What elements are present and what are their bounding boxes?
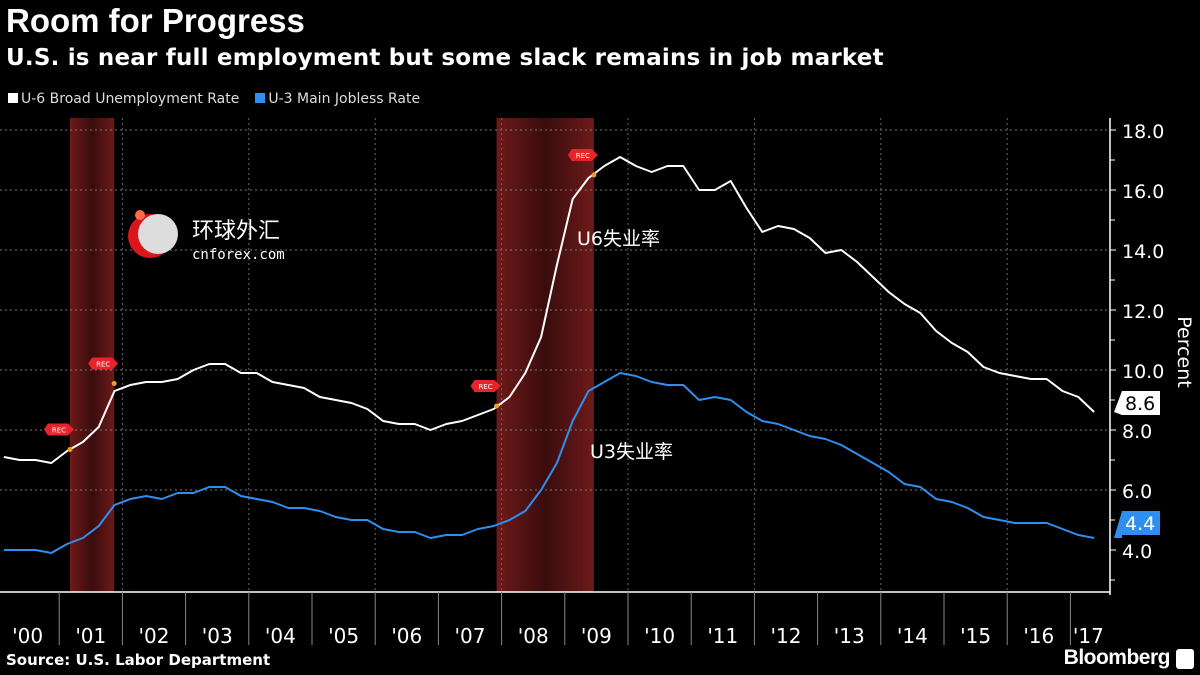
- x-tick-label: '00: [12, 624, 43, 648]
- x-tick-label: '07: [455, 624, 486, 648]
- y-tick-label: 18.0: [1122, 121, 1164, 143]
- last-value-label: 8.6: [1125, 393, 1155, 415]
- y-tick-label: 16.0: [1122, 181, 1164, 203]
- y-tick-label: 12.0: [1122, 301, 1164, 323]
- x-tick-label: '01: [75, 624, 106, 648]
- marker-dot: [111, 381, 117, 386]
- rec-tag: [567, 149, 598, 161]
- x-tick-label: '10: [644, 624, 675, 648]
- x-tick-label: '16: [1023, 624, 1054, 648]
- x-tick-label: '09: [581, 624, 612, 648]
- recession-band: [69, 118, 115, 592]
- legend-swatch-u6: [8, 93, 18, 103]
- y-tick-label: 8.0: [1122, 421, 1152, 443]
- rec-tag: [470, 380, 501, 392]
- rec-tag: [43, 423, 74, 436]
- annotation-u3: U3失业率: [590, 441, 673, 463]
- x-tick-label: '13: [834, 624, 865, 648]
- legend-item-u6: U-6 Broad Unemployment Rate: [8, 91, 239, 107]
- y-tick-label: 6.0: [1122, 481, 1152, 503]
- x-tick-label: '15: [960, 624, 991, 648]
- y-tick-label: 10.0: [1122, 361, 1164, 383]
- watermark-logo: 环球外汇 cnforex.com: [128, 210, 285, 263]
- marker-dot: [591, 172, 597, 178]
- x-tick-label: '14: [897, 624, 928, 648]
- rec-tag-label: REC: [478, 383, 492, 391]
- watermark-chinese: 环球外汇: [192, 219, 280, 244]
- chart-subtitle: U.S. is near full employment but some sl…: [6, 45, 884, 71]
- recession-marker: REC: [470, 380, 501, 409]
- bloomberg-logo: Bloomberg: [1063, 646, 1171, 669]
- legend-swatch-u3: [255, 93, 266, 103]
- rec-tag-label: REC: [96, 361, 110, 369]
- bloomberg-icon: [1176, 649, 1194, 669]
- x-tick-label: '17: [1073, 624, 1104, 648]
- last-value-badge-u6: 8.6: [1114, 391, 1160, 415]
- x-tick-label: '02: [139, 624, 170, 648]
- legend-label-u3: U-3 Main Jobless Rate: [268, 91, 421, 107]
- y-tick-label: 14.0: [1122, 241, 1164, 263]
- legend-label-u6: U-6 Broad Unemployment Rate: [21, 91, 240, 107]
- y-tick-label: 4.0: [1122, 541, 1152, 563]
- watermark-latin: cnforex.com: [192, 247, 285, 263]
- legend-item-u3: U-3 Main Jobless Rate: [255, 91, 420, 107]
- chart-title: Room for Progress: [6, 2, 305, 39]
- x-tick-label: '08: [518, 624, 549, 648]
- last-value-label: 4.4: [1125, 513, 1155, 535]
- series-line-u6: [3, 156, 1095, 464]
- x-tick-label: '11: [707, 624, 738, 648]
- marker-dot: [494, 403, 500, 409]
- series-line-u3: [3, 372, 1095, 554]
- recession-marker: REC: [88, 357, 119, 386]
- x-tick-label: '04: [265, 624, 296, 648]
- x-tick-label: '03: [202, 624, 233, 648]
- rec-tag-label: REC: [576, 152, 590, 160]
- recession-marker: REC: [43, 423, 74, 452]
- rec-tag-label: REC: [52, 427, 66, 435]
- x-tick-label: '12: [771, 624, 802, 648]
- recession-band: [496, 118, 594, 592]
- source-note: Source: U.S. Labor Department: [6, 651, 271, 669]
- legend: U-6 Broad Unemployment Rate U-3 Main Job…: [8, 91, 420, 107]
- badge-shape: [1114, 391, 1160, 415]
- rec-tag: [88, 357, 119, 370]
- badge-shape: [1114, 511, 1160, 538]
- annotation-u6: U6失业率: [577, 228, 660, 250]
- x-tick-label: '05: [328, 624, 359, 648]
- marker-dot: [67, 447, 73, 452]
- y-axis-label: Percent: [1173, 316, 1195, 388]
- recession-marker: REC: [567, 149, 598, 178]
- last-value-badge-u3: 4.4: [1114, 511, 1160, 538]
- x-tick-label: '06: [391, 624, 422, 648]
